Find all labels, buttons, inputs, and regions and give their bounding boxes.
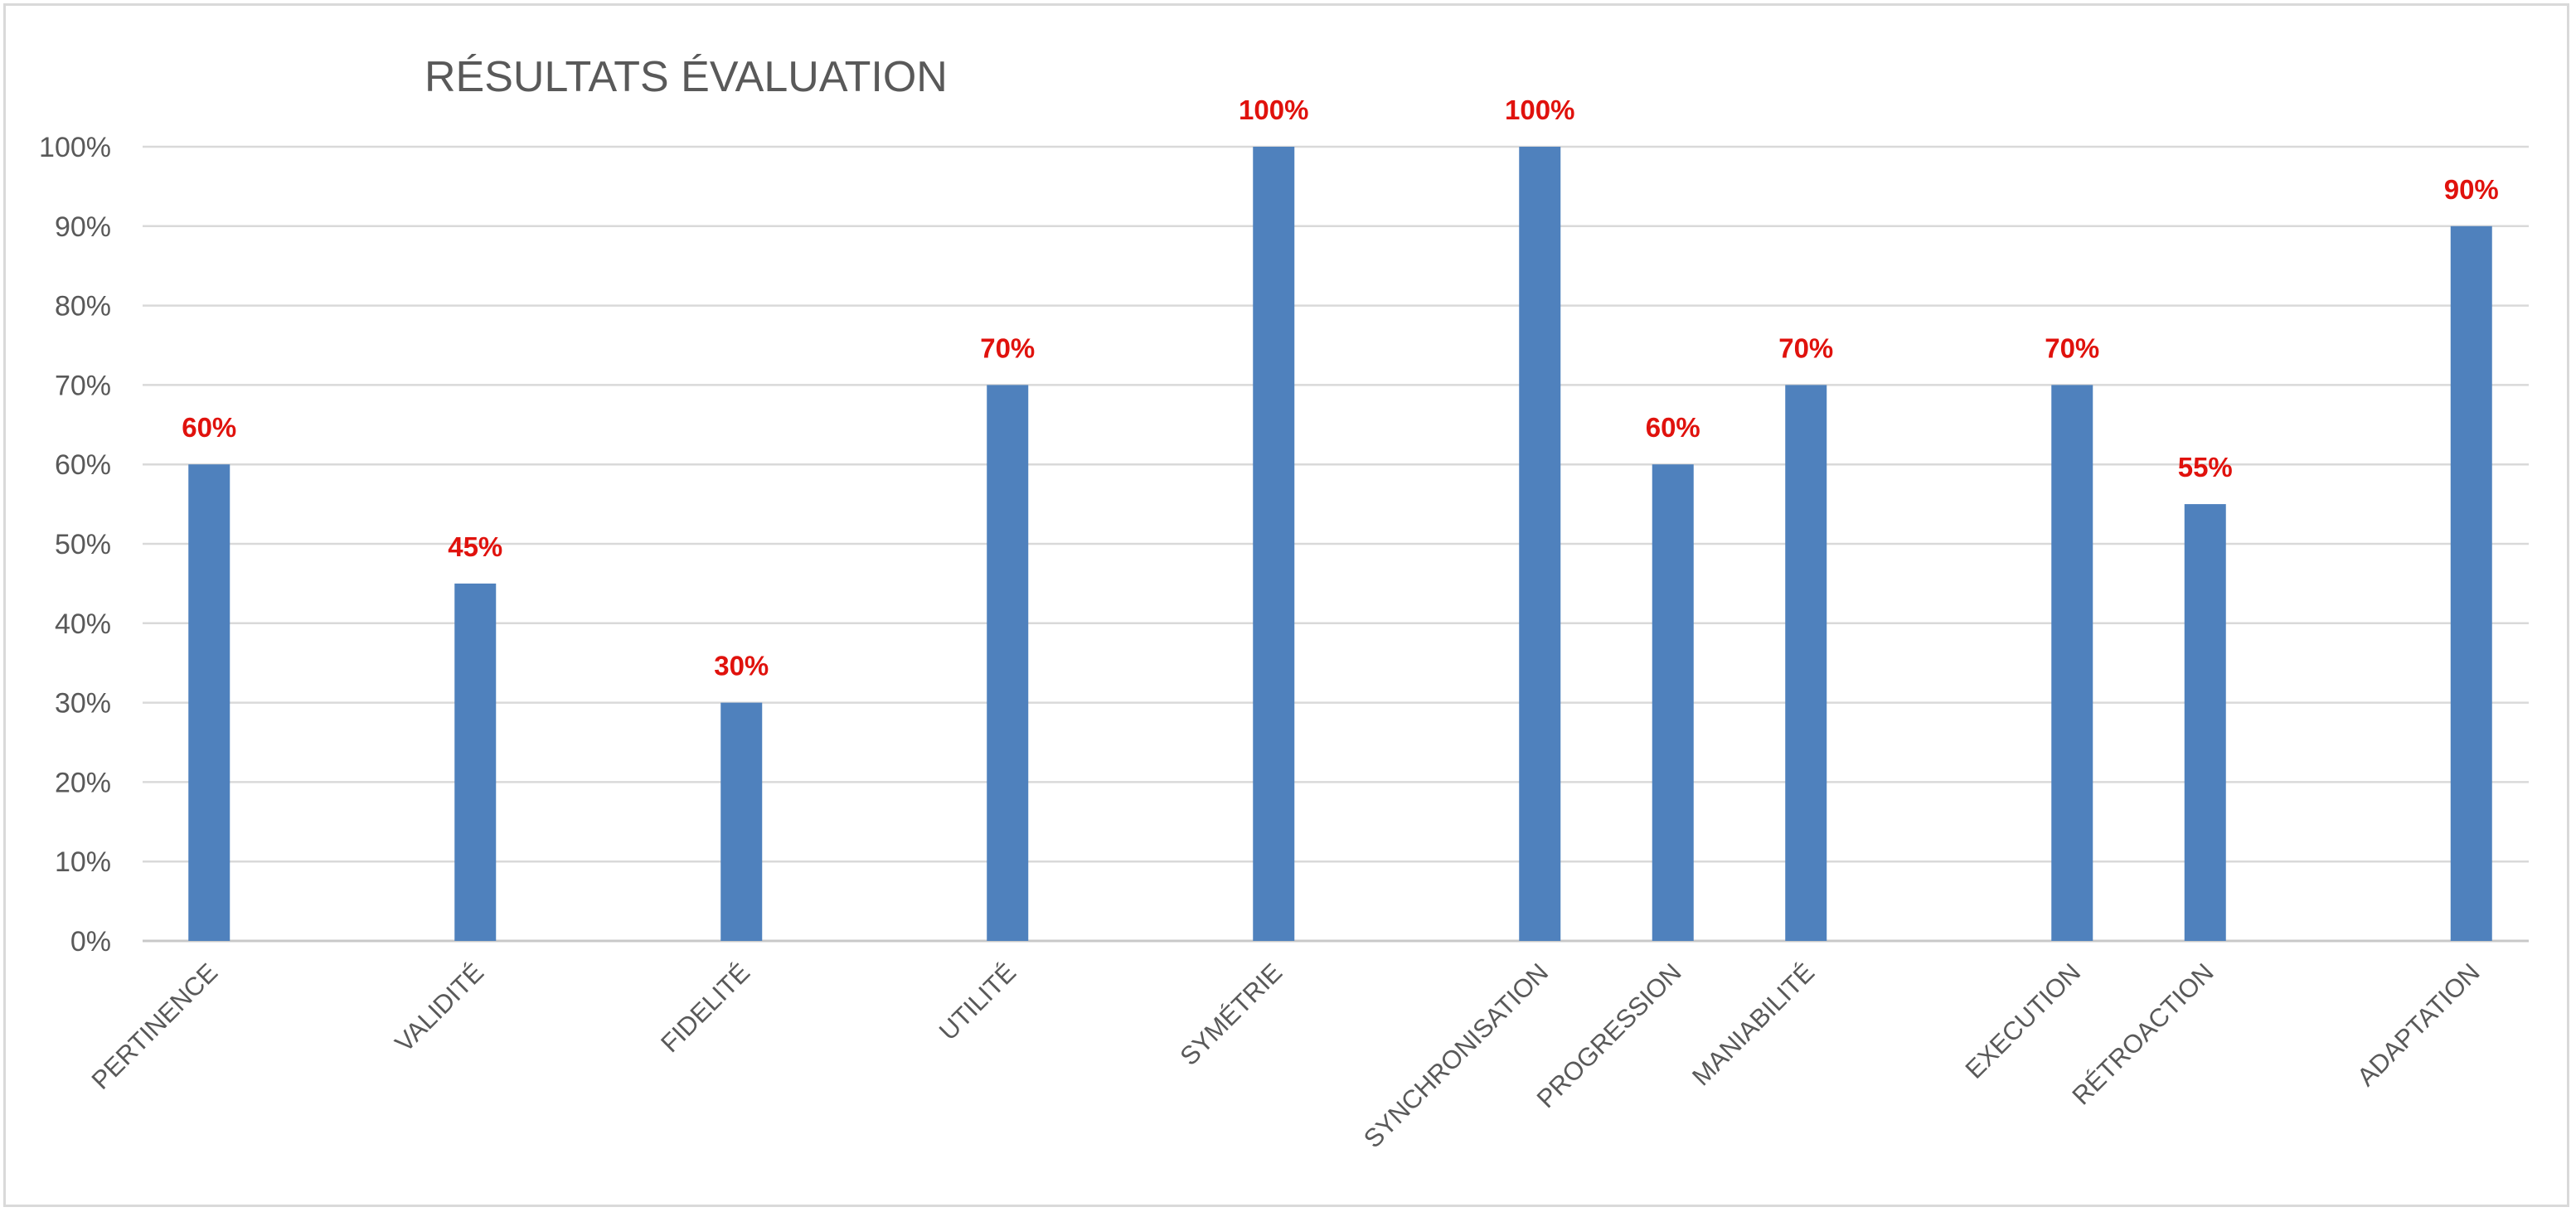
y-tick-label: 70% <box>55 370 111 401</box>
bar <box>1253 147 1295 941</box>
x-category-label: ADAPTATION <box>2351 957 2486 1092</box>
x-category-label: VALIDITÉ <box>390 957 490 1058</box>
data-label: 70% <box>980 332 1035 363</box>
x-category-label: EXECUTION <box>1960 957 2087 1084</box>
data-label: 100% <box>1505 95 1574 125</box>
data-label: 70% <box>2045 332 2099 363</box>
x-category-label: RÉTROACTION <box>2066 957 2219 1110</box>
bar <box>987 385 1029 941</box>
data-label: 60% <box>182 412 236 443</box>
y-axis-ticks: 0% 10% 20% 30% 40% 50% 60% 70% 80% 90% 100% <box>39 132 111 957</box>
data-label: 55% <box>2178 452 2233 482</box>
y-tick-label: 80% <box>55 291 111 322</box>
data-label: 100% <box>1239 95 1308 125</box>
data-labels: 60% 45% 30% 70% 100% 100% 60% 70% 70% 55% 90% <box>182 95 2499 681</box>
bar <box>720 702 763 941</box>
data-label: 30% <box>714 651 769 681</box>
y-tick-label: 30% <box>55 688 111 720</box>
chart-frame: 0% 10% 20% 30% 40% 50% 60% 70% 80% 90% 100% 60% 45%… <box>3 3 2569 1207</box>
x-category-label: SYNCHRONISATION <box>1358 957 1554 1153</box>
bar <box>2051 385 2093 941</box>
bar <box>2450 225 2492 941</box>
bar-chart: 0% 10% 20% 30% 40% 50% 60% 70% 80% 90% 100% 60% 45%… <box>39 53 2529 1153</box>
data-label: 45% <box>448 531 502 562</box>
y-tick-label: 0% <box>70 926 111 957</box>
data-label: 60% <box>1646 412 1700 443</box>
y-tick-label: 60% <box>55 449 111 481</box>
y-tick-label: 20% <box>55 767 111 798</box>
x-category-label: PROGRESSION <box>1531 957 1687 1113</box>
gridlines <box>143 145 2529 943</box>
bar <box>1785 385 1827 941</box>
bar <box>2184 504 2226 941</box>
x-category-label: SYMÉTRIE <box>1174 957 1288 1071</box>
chart-title: RÉSULTATS ÉVALUATION <box>424 53 948 101</box>
x-category-label: PERTINENCE <box>86 957 224 1095</box>
bar <box>454 583 497 941</box>
y-tick-label: 90% <box>55 211 111 243</box>
bar <box>1652 464 1694 941</box>
y-tick-label: 10% <box>55 846 111 878</box>
bar <box>1519 147 1561 941</box>
x-category-label: UTILITÉ <box>934 957 1021 1045</box>
y-tick-label: 40% <box>55 608 111 640</box>
data-label: 70% <box>1778 332 1833 363</box>
x-category-label: FIDELITÉ <box>655 957 755 1058</box>
x-category-label: MANIABILITÉ <box>1686 957 1820 1091</box>
x-axis-categories: PERTINENCE VALIDITÉ FIDELITÉ UTILITÉ SYMÉTRI… <box>86 957 2486 1153</box>
y-tick-label: 100% <box>39 132 111 163</box>
data-label: 90% <box>2444 174 2499 205</box>
bars <box>188 147 2492 941</box>
bar <box>188 464 230 941</box>
y-tick-label: 50% <box>55 529 111 560</box>
